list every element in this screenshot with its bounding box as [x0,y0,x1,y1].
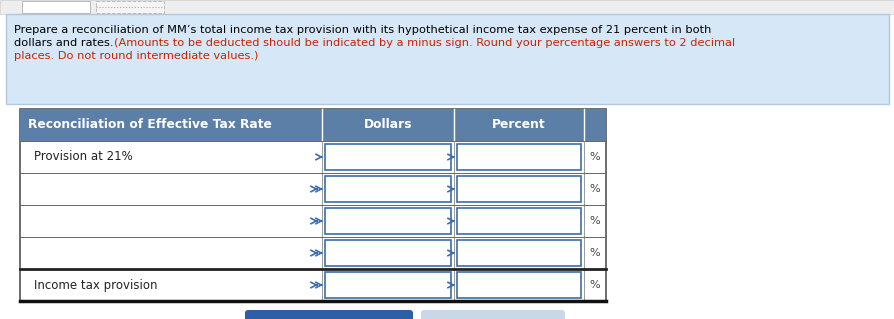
Bar [20,109,605,301]
Text: %: % [589,280,600,290]
Text: Prepare a reconciliation of MM’s total income tax provision with its hypothetica: Prepare a reconciliation of MM’s total i… [14,25,711,35]
Text: %: % [589,184,600,194]
Bar [325,240,451,266]
Text: %: % [589,216,600,226]
Bar [20,109,605,141]
Bar [325,208,451,234]
Bar [457,240,580,266]
Text: dollars and rates.: dollars and rates. [14,38,117,48]
Text: %: % [589,248,600,258]
FancyBboxPatch shape [420,310,564,319]
Bar [325,272,451,298]
Bar [457,208,580,234]
Text: %: % [589,152,600,162]
Bar [22,1,90,13]
Text: Provision at 21%: Provision at 21% [34,151,132,164]
Text: (Amounts to be deducted should be indicated by a minus sign. Round your percenta: (Amounts to be deducted should be indica… [114,38,734,48]
Text: Percent: Percent [492,118,545,131]
Bar [457,272,580,298]
Bar [457,144,580,170]
Bar [325,176,451,202]
Text: Dollars: Dollars [363,118,412,131]
Text: Reconciliation of Effective Tax Rate: Reconciliation of Effective Tax Rate [28,118,272,131]
FancyBboxPatch shape [245,310,412,319]
Bar [325,144,451,170]
Text: Income tax provision: Income tax provision [34,278,157,292]
Bar [457,176,580,202]
Bar [6,14,888,104]
Bar [0,0,894,14]
Bar [96,1,164,13]
Text: places. Do not round intermediate values.): places. Do not round intermediate values… [14,51,258,61]
